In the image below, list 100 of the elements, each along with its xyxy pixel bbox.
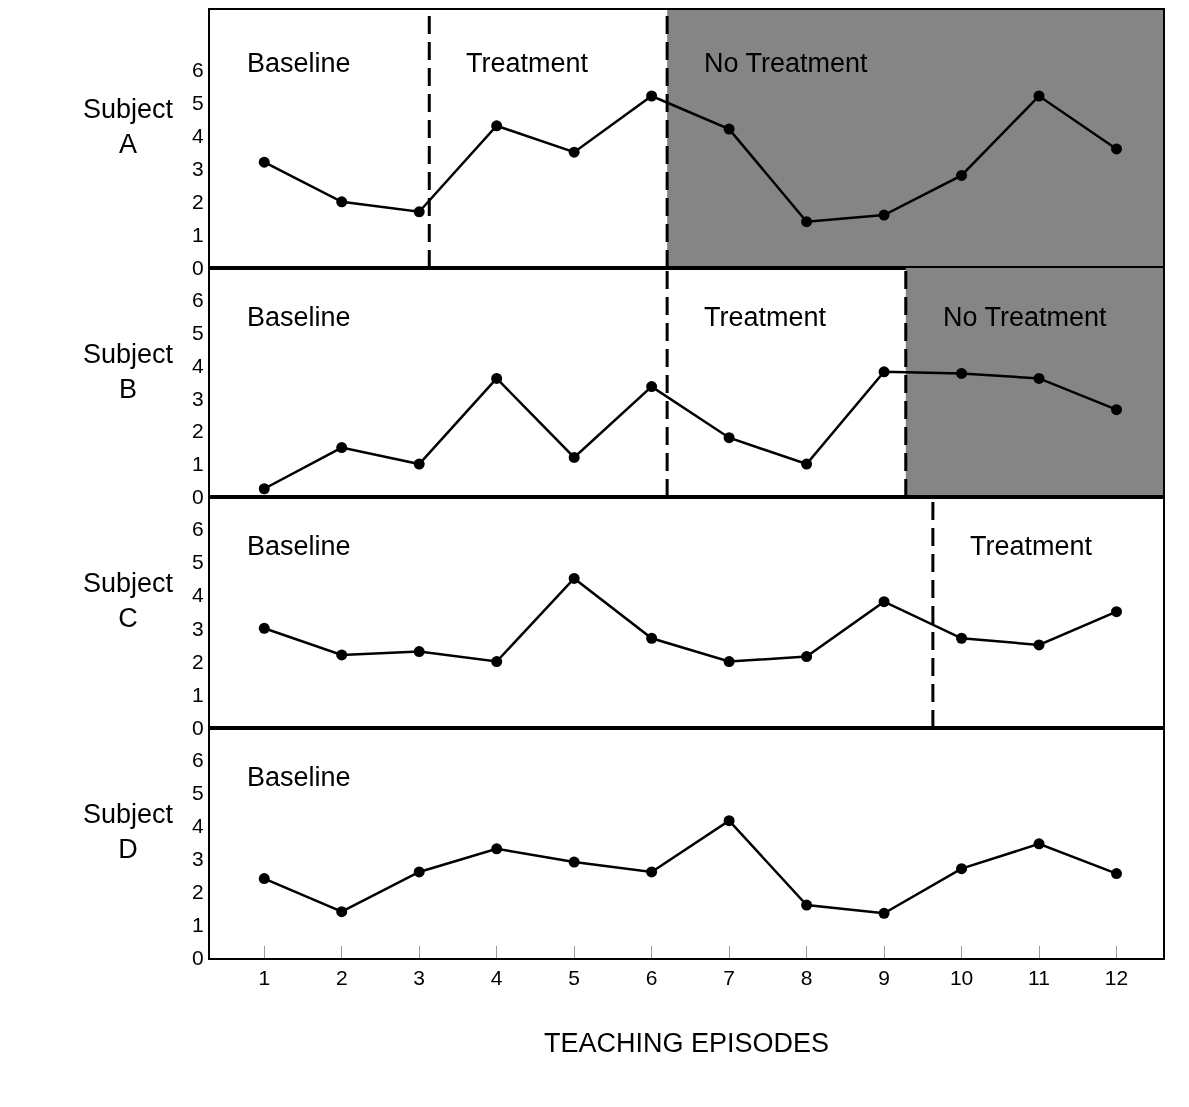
annotation: Treatment xyxy=(466,48,589,78)
point xyxy=(956,863,968,875)
annotation: Treatment xyxy=(704,302,827,332)
y-tick-label: 4 xyxy=(192,813,205,837)
point xyxy=(1111,143,1123,155)
band-label: No Treatment xyxy=(943,302,1108,332)
point xyxy=(646,866,658,878)
point xyxy=(956,632,968,644)
annotation: Baseline xyxy=(247,762,351,792)
x-tick-label: 1 xyxy=(258,966,271,990)
annotation: Baseline xyxy=(247,531,351,561)
x-tick-label: 6 xyxy=(645,966,658,990)
x-tick-label: 2 xyxy=(335,966,348,990)
point xyxy=(258,483,270,495)
x-tick-label: 11 xyxy=(1028,966,1050,990)
band-label: No Treatment xyxy=(704,48,869,78)
y-tick-label: 0 xyxy=(192,256,204,280)
point xyxy=(646,632,658,644)
point xyxy=(1111,404,1123,416)
y-axis-title: Subject A xyxy=(83,94,174,160)
point xyxy=(336,442,348,454)
point xyxy=(1033,372,1045,384)
y-tick-label: 3 xyxy=(192,847,204,871)
y-tick-label: 5 xyxy=(192,550,204,574)
point xyxy=(413,206,425,218)
y-axis-title: Subject D xyxy=(83,799,174,865)
annotation: Baseline xyxy=(247,48,351,78)
y-axis-title: Subject C xyxy=(83,568,174,634)
x-tick-label: 10 xyxy=(949,966,974,990)
point xyxy=(258,622,270,634)
y-tick-label: 6 xyxy=(192,516,204,540)
x-tick-label: 8 xyxy=(800,966,813,990)
y-tick-label: 0 xyxy=(192,716,204,740)
y-tick-label: 2 xyxy=(192,190,204,214)
point xyxy=(1111,606,1123,618)
y-tick-label: 3 xyxy=(192,157,204,181)
annotation: Baseline xyxy=(247,302,351,332)
point xyxy=(723,123,735,135)
point xyxy=(491,656,503,668)
annotation: Treatment xyxy=(970,531,1093,561)
y-tick-label: 0 xyxy=(192,485,204,509)
point xyxy=(258,156,270,168)
point xyxy=(413,646,425,658)
point xyxy=(258,873,270,885)
point xyxy=(1111,868,1123,880)
y-tick-label: 1 xyxy=(192,913,204,937)
y-tick-label: 4 xyxy=(192,583,205,607)
point xyxy=(568,856,580,868)
y-tick-label: 3 xyxy=(192,386,204,410)
y-tick-label: 5 xyxy=(192,320,204,344)
point xyxy=(723,815,735,827)
y-tick-label: 4 xyxy=(192,124,205,148)
x-axis-title: TEACHING EPISODES xyxy=(543,1028,830,1059)
y-tick-label: 0 xyxy=(192,946,204,970)
point xyxy=(723,656,735,668)
point xyxy=(646,381,658,393)
point xyxy=(491,372,503,384)
point xyxy=(801,216,813,228)
x-tick-label: 9 xyxy=(878,966,890,990)
point xyxy=(336,906,348,918)
y-tick-label: 3 xyxy=(192,616,204,640)
point xyxy=(646,90,658,102)
point xyxy=(336,196,348,208)
y-tick-label: 6 xyxy=(192,287,204,311)
y-tick-label: 6 xyxy=(192,57,204,81)
point xyxy=(723,432,735,444)
y-tick-label: 1 xyxy=(192,223,204,247)
x-tick-label: 7 xyxy=(723,966,735,990)
point xyxy=(878,907,890,919)
y-tick-label: 2 xyxy=(192,880,204,904)
point xyxy=(878,366,890,378)
point xyxy=(878,209,890,221)
point xyxy=(568,572,580,584)
x-tick-label: 3 xyxy=(413,966,426,990)
y-tick-label: 2 xyxy=(192,649,204,673)
point xyxy=(801,651,813,663)
point xyxy=(878,596,890,608)
x-tick-label: 5 xyxy=(568,966,580,990)
y-axis-title: Subject B xyxy=(83,339,174,405)
point xyxy=(336,649,348,661)
x-tick-label: 12 xyxy=(1104,966,1129,990)
point xyxy=(1033,838,1045,850)
point xyxy=(801,458,813,470)
y-tick-label: 1 xyxy=(192,683,204,707)
point xyxy=(1033,90,1045,102)
point xyxy=(491,120,503,132)
point xyxy=(956,367,968,379)
y-tick-label: 4 xyxy=(192,353,205,377)
point xyxy=(568,146,580,158)
x-tick-label: 4 xyxy=(490,966,503,990)
point xyxy=(568,451,580,463)
y-tick-label: 6 xyxy=(192,747,204,771)
y-tick-label: 2 xyxy=(192,419,204,443)
y-tick-label: 5 xyxy=(192,780,204,804)
y-tick-label: 1 xyxy=(192,452,204,476)
point xyxy=(1033,639,1045,651)
point xyxy=(413,866,425,878)
point xyxy=(413,458,425,470)
y-tick-label: 5 xyxy=(192,90,204,114)
point xyxy=(801,899,813,911)
